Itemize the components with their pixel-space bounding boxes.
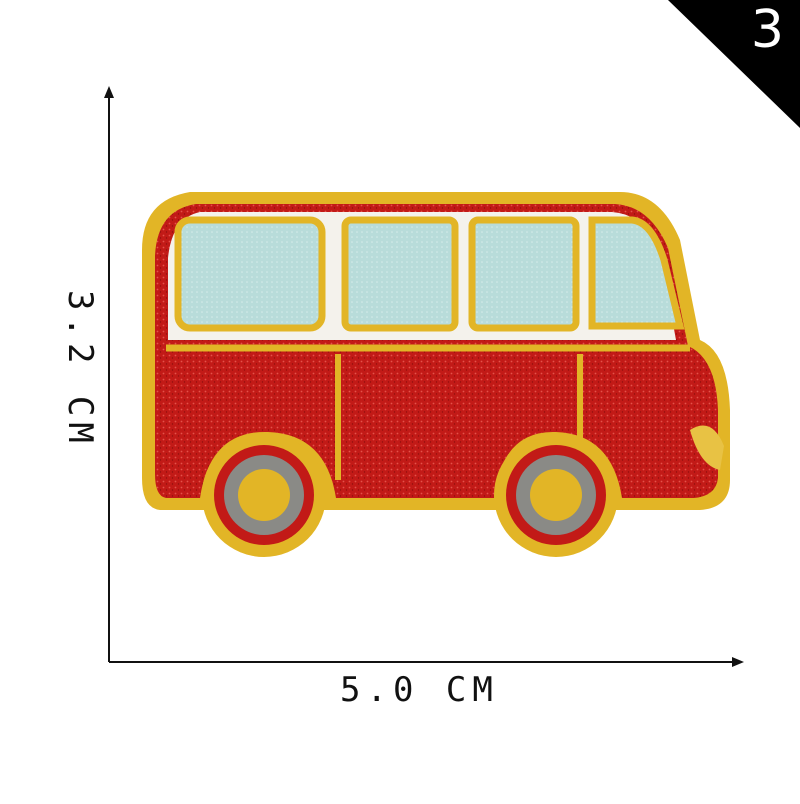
- height-dimension-label: 3.2 CM: [60, 290, 100, 449]
- corner-badge: [668, 0, 800, 128]
- bus-patch: [142, 192, 730, 557]
- corner-number: 3: [750, 0, 784, 60]
- bus-wheel-rear: [494, 433, 618, 557]
- arrow-up-icon: [104, 86, 114, 98]
- bus-windows: [174, 216, 685, 332]
- width-dimension-label: 5.0 CM: [340, 670, 499, 710]
- arrow-right-icon: [732, 657, 744, 667]
- bus-wheel-front: [202, 433, 326, 557]
- dimension-axes: [104, 86, 744, 667]
